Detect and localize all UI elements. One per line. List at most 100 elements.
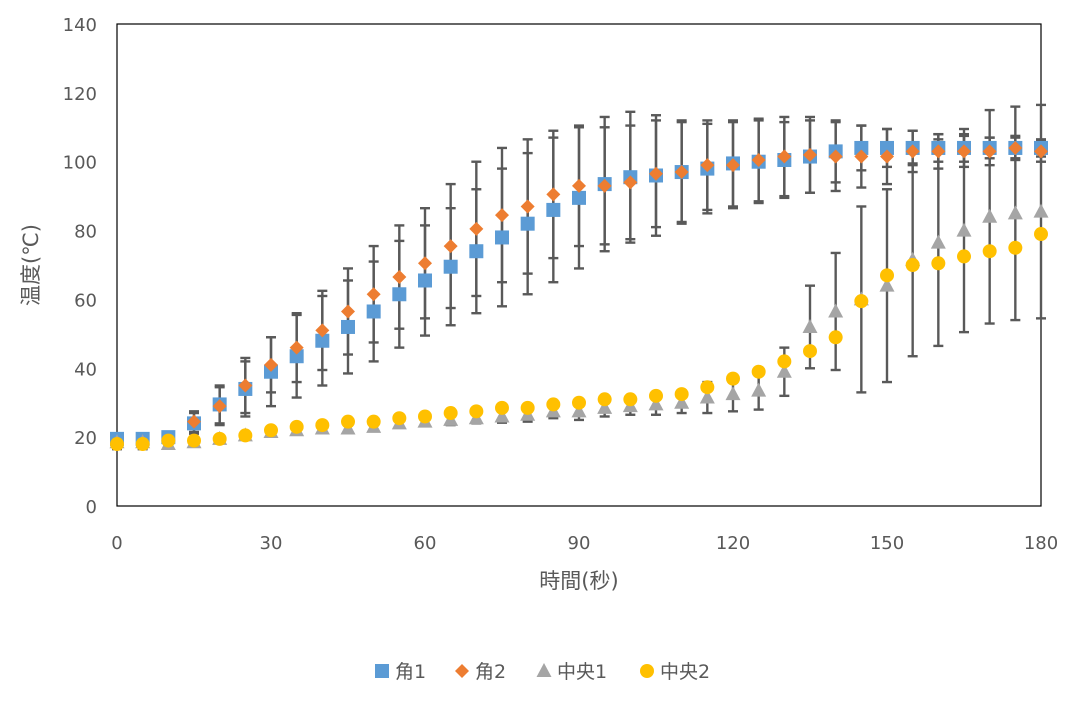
- data-point: [341, 304, 355, 319]
- y-axis-title: 温度(℃): [19, 224, 43, 306]
- data-point: [315, 418, 330, 433]
- data-point: [212, 399, 227, 414]
- data-point: [879, 277, 895, 292]
- data-point: [880, 268, 894, 283]
- data-point: [546, 202, 561, 217]
- y-tick-label: 0: [86, 497, 97, 518]
- data-point: [777, 354, 792, 369]
- data-point: [828, 149, 843, 164]
- data-point: [699, 389, 715, 404]
- data-point: [315, 323, 330, 338]
- y-tick-label: 140: [63, 15, 97, 36]
- data-point: [674, 165, 689, 180]
- legend-marker: [455, 664, 469, 678]
- x-tick-label: 0: [111, 533, 122, 554]
- data-point: [649, 166, 663, 181]
- legend-marker: [536, 663, 552, 677]
- x-tick-label: 150: [870, 533, 904, 554]
- data-point: [443, 239, 458, 254]
- x-tick-label: 90: [568, 533, 591, 554]
- data-point: [930, 234, 946, 249]
- legend-label: 角2: [475, 661, 506, 683]
- data-point: [187, 433, 201, 448]
- legend: 角1 角2 中央1 中央2: [375, 661, 710, 683]
- data-point: [1033, 203, 1049, 218]
- data-point: [546, 187, 561, 202]
- data-point: [700, 158, 715, 173]
- legend-label: 角1: [395, 661, 426, 683]
- y-tick-label: 20: [74, 428, 97, 449]
- y-tick-label: 80: [74, 222, 97, 243]
- data-point: [726, 371, 740, 386]
- legend-item: 角1: [375, 661, 426, 683]
- data-point: [546, 397, 561, 412]
- data-point: [392, 270, 407, 285]
- data-point: [469, 404, 484, 419]
- data-point: [931, 144, 946, 159]
- data-point: [1034, 227, 1048, 242]
- data-point: [751, 364, 766, 379]
- data-point: [264, 423, 278, 438]
- x-tick-label: 180: [1024, 533, 1058, 554]
- data-point: [623, 392, 638, 407]
- legend-label: 中央1: [557, 661, 607, 683]
- data-point: [982, 208, 998, 223]
- data-point: [700, 380, 715, 395]
- data-point: [905, 258, 920, 272]
- data-point: [289, 340, 304, 355]
- y-tick-label: 40: [74, 359, 97, 380]
- legend-marker: [375, 664, 389, 678]
- data-point: [469, 221, 484, 236]
- data-point: [520, 216, 535, 231]
- data-point: [854, 149, 869, 164]
- data-point: [725, 386, 741, 401]
- data-point: [161, 433, 176, 448]
- data-point: [443, 259, 458, 274]
- data-point: [392, 287, 407, 302]
- data-point: [572, 178, 586, 193]
- data-point: [803, 147, 817, 162]
- data-point: [957, 249, 971, 264]
- data-point: [187, 414, 201, 429]
- data-point: [135, 437, 150, 452]
- data-point: [905, 144, 920, 159]
- data-point: [956, 222, 972, 237]
- data-point: [366, 287, 381, 302]
- data-point: [802, 318, 818, 333]
- data-point: [494, 408, 510, 423]
- data-point: [751, 382, 767, 397]
- data-point: [1034, 144, 1048, 159]
- data-point: [674, 394, 690, 409]
- data-point: [495, 208, 509, 223]
- data-point: [520, 400, 535, 415]
- data-point: [392, 411, 407, 426]
- legend-item: 中央1: [536, 661, 607, 683]
- data-point: [289, 419, 304, 434]
- data-point: [854, 140, 869, 155]
- data-point: [418, 256, 432, 271]
- y-tick-label: 120: [63, 84, 97, 105]
- data-point: [623, 175, 638, 190]
- data-point: [597, 392, 612, 407]
- data-point: [495, 230, 509, 245]
- data-point: [572, 190, 586, 205]
- data-point: [648, 396, 664, 411]
- data-point: [726, 158, 740, 173]
- data-point: [1008, 240, 1023, 255]
- data-point: [443, 406, 458, 421]
- data-point: [571, 403, 587, 418]
- y-tick-label: 100: [63, 153, 97, 174]
- data-point: [674, 387, 689, 402]
- data-point: [572, 395, 586, 410]
- x-tick-label: 60: [414, 533, 437, 554]
- data-point: [1008, 140, 1023, 155]
- legend-marker: [640, 664, 654, 678]
- data-point: [880, 149, 894, 164]
- markers-layer: [109, 140, 1049, 452]
- data-point: [418, 273, 432, 288]
- data-point: [803, 344, 817, 359]
- data-point: [238, 428, 253, 443]
- data-point: [828, 303, 844, 318]
- data-point: [957, 144, 971, 159]
